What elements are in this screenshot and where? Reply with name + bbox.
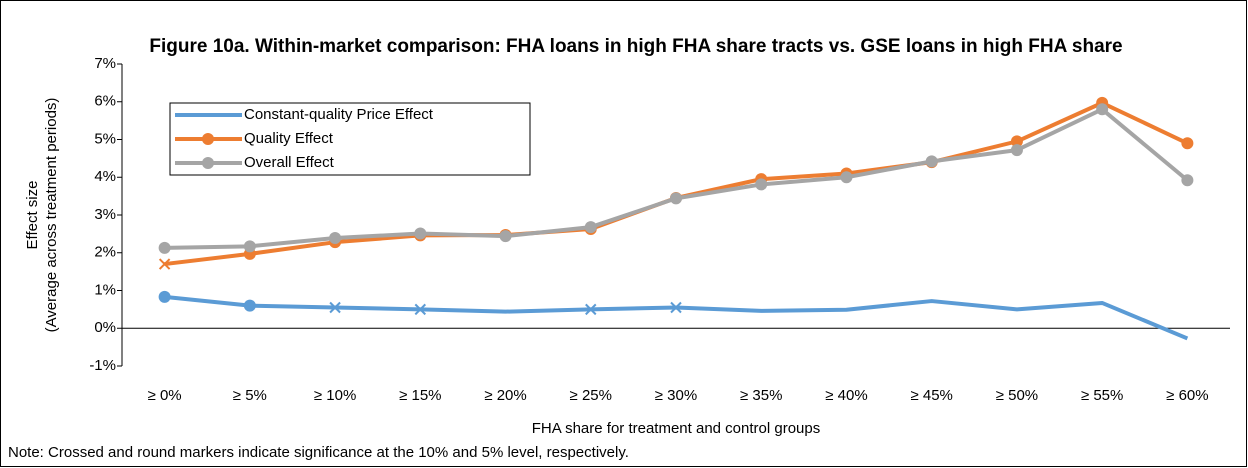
marker	[158, 290, 171, 303]
marker	[755, 178, 768, 191]
marker	[243, 299, 256, 312]
marker	[499, 230, 512, 243]
x-tick-label: ≥ 10%	[314, 387, 356, 404]
marker	[1181, 174, 1194, 187]
x-tick-label: ≥ 45%	[910, 387, 952, 404]
x-tick-label: ≥ 20%	[484, 387, 526, 404]
x-tick-label: ≥ 25%	[570, 387, 612, 404]
marker	[1010, 135, 1023, 148]
x-tick-label: ≥ 30%	[655, 387, 697, 404]
legend-label: Quality Effect	[244, 130, 334, 147]
marker	[329, 301, 341, 314]
chart-title: Figure 10a. Within-market comparison: FH…	[149, 36, 1122, 57]
y-tick-label: 7%	[94, 55, 116, 72]
series-line	[164, 294, 1189, 341]
y-axis-label: (Average across treatment periods)	[43, 98, 60, 333]
x-tick-label: ≥ 0%	[148, 387, 182, 404]
marker	[670, 192, 682, 205]
marker	[158, 258, 171, 270]
x-tick-label: ≥ 5%	[233, 387, 267, 404]
marker	[1010, 144, 1023, 157]
legend-marker	[202, 157, 214, 169]
marker	[584, 221, 597, 234]
x-tick-label: ≥ 35%	[740, 387, 782, 404]
y-axis-label: Effect size	[24, 181, 41, 250]
marker	[243, 240, 256, 253]
note: Note: Crossed and round markers indicate…	[8, 444, 629, 461]
marker	[670, 301, 682, 314]
x-tick-label: ≥ 15%	[399, 387, 441, 404]
x-axis-label: FHA share for treatment and control grou…	[532, 420, 820, 437]
y-tick-label: 6%	[94, 93, 116, 110]
marker	[1181, 137, 1194, 150]
y-tick-label: 0%	[94, 319, 116, 336]
marker	[925, 155, 938, 168]
y-tick-label: 2%	[94, 244, 116, 261]
x-tick-label: ≥ 55%	[1081, 387, 1123, 404]
marker	[414, 303, 427, 316]
marker	[158, 241, 171, 254]
y-tick-label: 3%	[94, 206, 116, 223]
y-tick-label: 5%	[94, 130, 116, 147]
marker	[840, 171, 853, 184]
legend-label: Overall Effect	[244, 154, 335, 171]
marker	[414, 227, 427, 240]
y-tick-label: 1%	[94, 281, 116, 298]
x-tick-label: ≥ 50%	[996, 387, 1038, 404]
legend-marker	[202, 133, 214, 145]
x-tick-label: ≥ 40%	[825, 387, 867, 404]
marker	[585, 303, 597, 316]
y-tick-label: 4%	[94, 168, 116, 185]
y-tick-label: -1%	[89, 357, 116, 374]
marker	[329, 232, 342, 245]
x-tick-label: ≥ 60%	[1166, 387, 1208, 404]
marker	[1096, 103, 1109, 116]
legend-label: Constant-quality Price Effect	[244, 106, 434, 123]
